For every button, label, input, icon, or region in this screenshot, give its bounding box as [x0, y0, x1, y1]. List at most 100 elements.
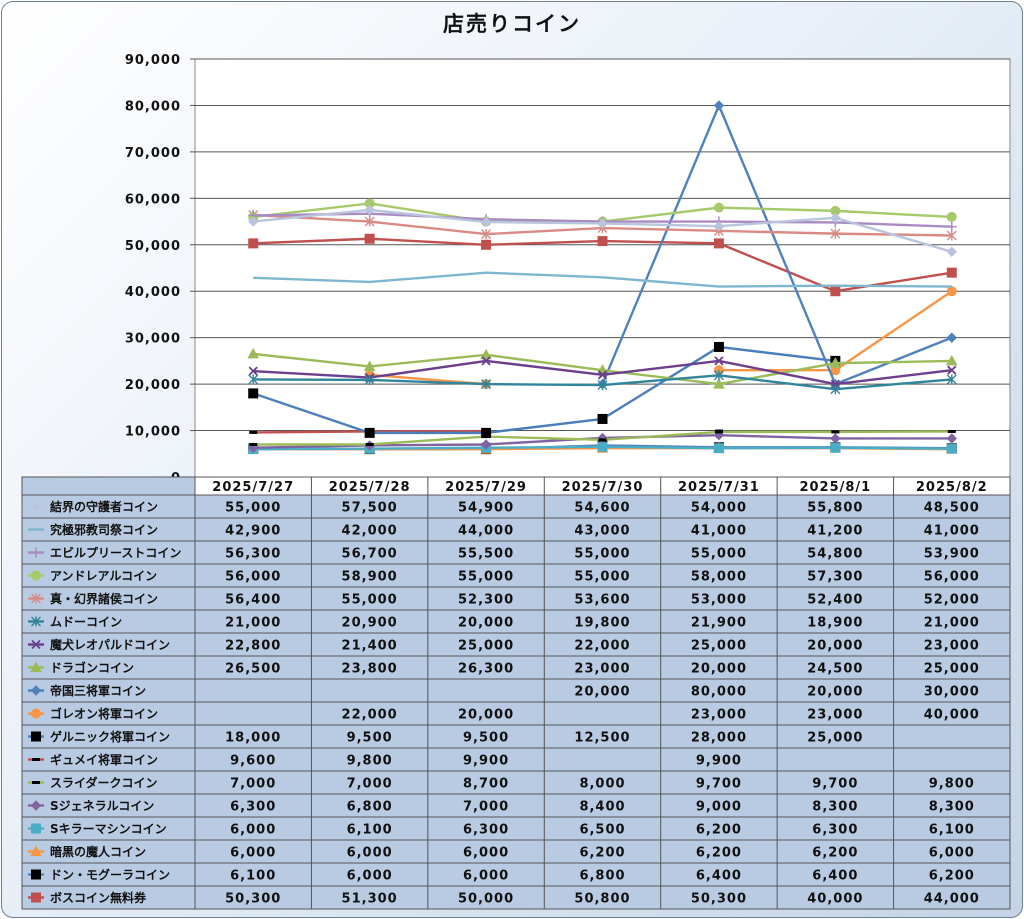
table-cell-value: 20,000 — [691, 662, 747, 677]
y-tick-label: 30,000 — [125, 332, 181, 347]
data-point — [713, 220, 725, 232]
legend-series-name: エビルプリーストコイン — [50, 545, 181, 560]
table-cell-value: 30,000 — [924, 685, 980, 700]
data-point — [248, 374, 259, 385]
table-cell-value: 6,300 — [230, 800, 276, 815]
data-point — [32, 781, 40, 784]
data-point — [31, 869, 41, 880]
data-point — [830, 228, 841, 239]
data-point — [713, 238, 724, 249]
table-cell-value: 6,200 — [696, 846, 742, 861]
data-point — [364, 427, 375, 438]
data-point — [597, 218, 608, 229]
series-0-line-group — [248, 204, 957, 257]
y-tick-label: 90,000 — [125, 53, 181, 68]
table-cell-value: 55,000 — [225, 501, 281, 516]
table-cell-value: 8,400 — [579, 800, 625, 815]
table-cell-value: 25,000 — [924, 662, 980, 677]
table-cell-value: 44,000 — [458, 524, 514, 539]
data-point — [946, 267, 957, 278]
table-cell-value: 80,000 — [691, 685, 747, 700]
series-line — [252, 345, 836, 435]
table-cell-value: 6,100 — [347, 823, 393, 838]
legend-series-name: ボスコイン無料券 — [50, 890, 147, 905]
data-point — [481, 356, 491, 366]
table-cell-value: 6,100 — [230, 869, 276, 884]
table-cell-value: 9,900 — [696, 754, 742, 769]
table-cell-value: 6,200 — [929, 869, 975, 884]
table-cell-value: 21,000 — [924, 616, 980, 631]
data-point — [947, 429, 956, 433]
x-axis-label: 2025/7/30 — [562, 480, 644, 495]
table-cell-value: 6,500 — [579, 823, 625, 838]
table-cell-value: 56,700 — [342, 547, 398, 562]
x-axis-label: 2025/8/1 — [799, 480, 871, 495]
series-lines — [247, 100, 958, 455]
legend-series-name: ムドーコイン — [50, 615, 122, 629]
table-cell-value: 9,700 — [812, 777, 858, 792]
data-point — [830, 433, 841, 444]
table-cell-value: 53,900 — [924, 547, 980, 562]
table-cell-value: 56,400 — [225, 593, 281, 608]
data-point — [946, 443, 957, 454]
data-point — [830, 212, 841, 224]
table-cell-value: 41,000 — [924, 524, 980, 539]
y-axis-ticks: 90,000 80,000 70,000 60,000 50,000 40,000 30,0… — [125, 53, 181, 486]
data-point — [365, 442, 374, 446]
data-point — [248, 388, 259, 399]
table-cell-value: 55,800 — [807, 501, 863, 516]
table-cell-value: 6,000 — [347, 869, 393, 884]
table-cell-value: 50,800 — [574, 892, 630, 907]
table-cell-value: 58,000 — [691, 570, 747, 585]
x-axis-label: 2025/8/2 — [916, 480, 988, 495]
data-point — [481, 229, 492, 240]
table-cell-value: 55,000 — [574, 547, 630, 562]
table-cell-value: 20,000 — [458, 616, 514, 631]
table-cell-value: 24,500 — [807, 662, 863, 677]
series-line — [253, 271, 952, 288]
data-point — [831, 430, 840, 434]
table-cell-value: 9,500 — [463, 731, 509, 746]
table-cell-value: 6,000 — [929, 846, 975, 861]
table-cell-value: 53,600 — [574, 593, 630, 608]
table-cell-value: 52,300 — [458, 593, 514, 608]
data-point — [30, 685, 42, 696]
data-point — [946, 332, 957, 343]
y-tick-label: 10,000 — [125, 425, 181, 440]
data-point — [30, 800, 42, 811]
data-point — [481, 427, 492, 438]
table-cell-value: 7,000 — [347, 777, 393, 792]
series-7-line-group — [247, 347, 958, 389]
data-point — [946, 230, 957, 241]
table-cell-value: 20,000 — [458, 708, 514, 723]
data-point — [946, 211, 957, 222]
data-point — [480, 439, 492, 450]
table-cell-value: 6,200 — [812, 846, 858, 861]
table-cell-value: 9,800 — [347, 754, 393, 769]
data-point — [31, 639, 41, 650]
data-point — [363, 360, 376, 371]
legend-series-name: 魔犬レオパルドコイン — [50, 637, 170, 652]
data-point — [714, 356, 724, 366]
table-cell-value: 23,000 — [574, 662, 630, 677]
data-point — [249, 430, 258, 434]
table-cell-value: 20,000 — [807, 639, 863, 654]
table-cell-value: 6,000 — [230, 823, 276, 838]
table-cell-value: 9,600 — [230, 754, 276, 769]
legend-series-name: 究極邪教司祭コイン — [50, 522, 158, 537]
x-axis-label: 2025/7/31 — [678, 480, 760, 495]
data-point — [481, 239, 492, 250]
y-tick-label: 70,000 — [125, 146, 181, 161]
data-point — [713, 370, 724, 381]
data-point — [247, 347, 260, 359]
legend-series-name: 帝国三将軍コイン — [50, 683, 146, 698]
y-tick-label: 60,000 — [125, 192, 181, 207]
y-tick-label: 20,000 — [125, 378, 181, 393]
data-point — [248, 238, 259, 249]
table-cell-value: 54,000 — [691, 501, 747, 516]
table-cell-value: 53,000 — [691, 593, 747, 608]
table-cell-value: 6,200 — [579, 846, 625, 861]
table-cell-value: 51,300 — [342, 892, 398, 907]
table-cell-value: 55,500 — [458, 547, 514, 562]
